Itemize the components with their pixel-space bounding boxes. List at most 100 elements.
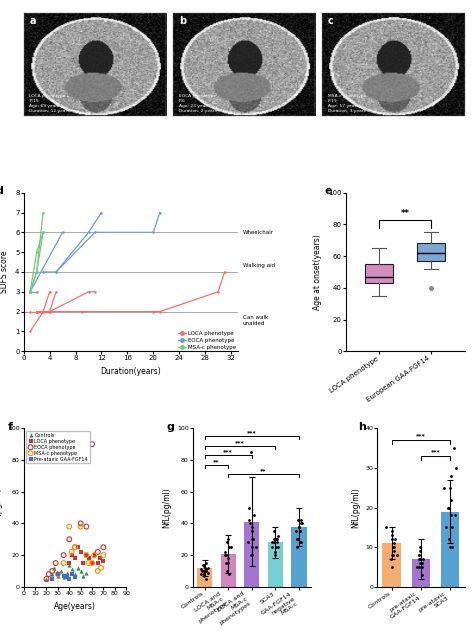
Point — [200, 560, 207, 570]
Point — [225, 553, 232, 563]
Point — [272, 534, 280, 545]
Text: **: ** — [213, 459, 219, 464]
Text: MSA-c phenotype
P-19
Age: 57 years
Duration: 3 years: MSA-c phenotype P-19 Age: 57 years Durat… — [328, 94, 366, 112]
MSA-c phenotype — [65, 522, 73, 532]
Text: a: a — [29, 16, 36, 26]
Point — [393, 550, 401, 560]
Point — [222, 558, 230, 568]
Point — [197, 569, 204, 579]
EOCA phenotype — [65, 534, 73, 545]
Point — [295, 522, 302, 532]
Point — [224, 534, 231, 545]
Text: ***: *** — [235, 440, 245, 445]
Point — [389, 542, 396, 552]
Point — [293, 542, 301, 552]
Text: c: c — [328, 16, 334, 26]
Point — [248, 526, 256, 536]
Point — [270, 526, 278, 536]
Point — [297, 515, 305, 525]
Controls — [60, 572, 67, 582]
Text: h: h — [358, 422, 366, 432]
Point — [445, 534, 452, 545]
Point — [442, 522, 449, 533]
Legend: Controls, LOCA phenotype, EOCA phenotype, MSA-c phenotype, Pre-ataxic GAA-FGF14: Controls, LOCA phenotype, EOCA phenotype… — [26, 431, 90, 464]
Point — [447, 542, 454, 552]
Point — [441, 483, 448, 493]
Point — [416, 550, 423, 560]
EOCA phenotype — [88, 439, 96, 449]
Point — [417, 558, 424, 568]
EOCA phenotype — [60, 550, 67, 560]
Point — [252, 542, 260, 552]
Controls — [48, 569, 56, 579]
Point — [390, 546, 398, 556]
Point — [447, 510, 455, 521]
Point — [451, 443, 458, 453]
LOCA phenotype — [82, 550, 90, 560]
Pre-ataxic GAA-FGF14 — [63, 572, 71, 582]
Point — [200, 566, 208, 576]
Point — [390, 538, 398, 548]
Point — [250, 534, 257, 545]
MSA-c phenotype — [88, 558, 96, 568]
Text: d: d — [0, 186, 4, 196]
Point — [247, 550, 255, 560]
Controls — [68, 564, 75, 574]
Legend: LOCA phenotype, EOCA phenotype, MSA-c phenotype: LOCA phenotype, EOCA phenotype, MSA-c ph… — [178, 331, 236, 350]
X-axis label: Duration(years): Duration(years) — [100, 367, 161, 376]
Point — [201, 560, 208, 570]
MSA-c phenotype — [94, 566, 101, 576]
EOCA phenotype — [77, 518, 84, 528]
EOCA phenotype — [43, 574, 50, 584]
Point — [221, 547, 229, 557]
Point — [202, 574, 210, 584]
Point — [388, 530, 395, 540]
Point — [248, 542, 256, 552]
Point — [416, 542, 423, 552]
Point — [199, 566, 206, 576]
Y-axis label: SDFS score: SDFS score — [0, 251, 9, 293]
Pre-ataxic GAA-FGF14 — [60, 570, 67, 581]
Point — [271, 538, 278, 548]
EOCA phenotype — [48, 566, 56, 576]
Point — [223, 566, 231, 576]
Point — [228, 542, 235, 552]
PathPatch shape — [417, 244, 445, 261]
Point — [271, 547, 278, 557]
Controls — [65, 560, 73, 570]
Point — [297, 518, 305, 528]
Point — [298, 518, 306, 528]
Bar — [383, 543, 401, 587]
Point — [413, 562, 421, 572]
Controls — [77, 566, 84, 576]
Point — [295, 522, 302, 532]
Point — [221, 550, 229, 560]
Point — [273, 542, 280, 552]
Point — [416, 554, 424, 564]
Text: ***: *** — [223, 449, 233, 454]
Point — [415, 554, 423, 564]
Point — [202, 564, 210, 574]
Y-axis label: NfL(pg/ml): NfL(pg/ml) — [0, 487, 2, 528]
Point — [268, 538, 275, 548]
Point — [225, 558, 232, 568]
Y-axis label: Age at onset(years): Age at onset(years) — [313, 234, 322, 310]
Point — [204, 563, 212, 573]
Pre-ataxic GAA-FGF14 — [65, 574, 73, 584]
Point — [445, 502, 452, 512]
EOCA phenotype — [100, 542, 107, 552]
Point — [201, 569, 208, 579]
Point — [197, 564, 205, 574]
PathPatch shape — [365, 264, 393, 283]
LOCA phenotype — [77, 547, 84, 557]
Bar — [244, 522, 259, 587]
Bar — [197, 568, 212, 587]
X-axis label: Age(years): Age(years) — [54, 601, 96, 611]
Point — [388, 562, 395, 572]
Point — [223, 538, 231, 548]
Text: Walking aid: Walking aid — [243, 262, 275, 268]
Bar — [220, 553, 236, 587]
Point — [225, 542, 233, 552]
MSA-c phenotype — [85, 558, 92, 568]
LOCA phenotype — [85, 553, 92, 563]
